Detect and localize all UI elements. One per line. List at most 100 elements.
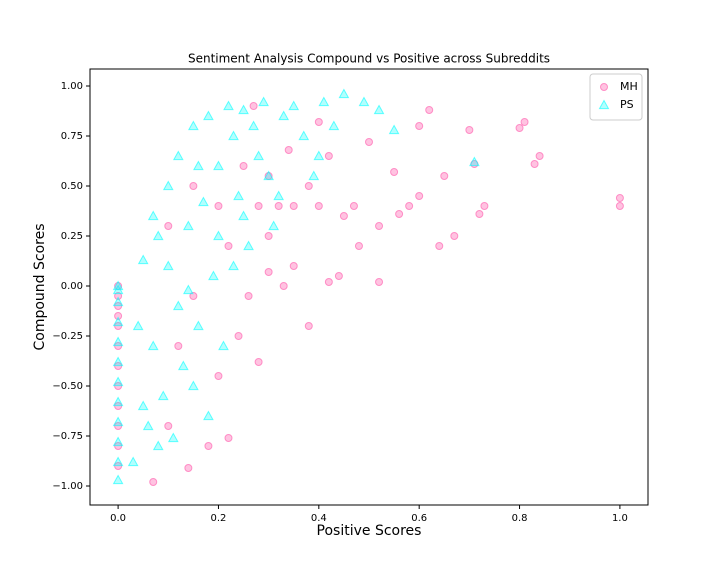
point — [172, 300, 184, 311]
point — [244, 292, 253, 300]
point — [218, 340, 229, 351]
point — [204, 442, 213, 450]
point — [268, 220, 280, 231]
point — [243, 240, 254, 251]
point — [208, 270, 219, 281]
x-tick-label: 0.8 — [512, 513, 528, 524]
point — [228, 130, 239, 141]
point — [233, 190, 244, 201]
point — [358, 96, 370, 107]
point — [475, 210, 484, 218]
x-tick-label: 0.4 — [311, 513, 327, 524]
point — [193, 160, 204, 171]
point — [147, 210, 159, 221]
y-tick-label: −1.00 — [52, 481, 83, 492]
x-tick-label: 0.2 — [211, 513, 227, 524]
point — [112, 284, 124, 295]
point — [188, 380, 199, 391]
point — [157, 390, 169, 401]
point — [338, 88, 350, 99]
point — [304, 322, 313, 330]
point — [112, 376, 124, 387]
point — [415, 122, 424, 130]
point — [162, 180, 174, 191]
y-tick-label: 0.75 — [61, 131, 83, 142]
y-axis-label: Compound Scores — [32, 223, 48, 350]
point — [112, 416, 124, 427]
y-tick-label: −0.75 — [52, 431, 83, 442]
point — [152, 230, 164, 241]
point — [349, 202, 358, 210]
legend-label: MH — [620, 80, 638, 93]
point — [308, 170, 320, 181]
point — [228, 260, 239, 271]
point — [188, 120, 199, 131]
point — [112, 356, 124, 367]
point — [365, 138, 373, 146]
point — [253, 150, 264, 161]
point — [112, 396, 124, 407]
point — [465, 126, 474, 134]
point — [298, 130, 310, 141]
point — [480, 202, 489, 210]
point — [390, 168, 399, 176]
point — [304, 182, 313, 190]
point — [162, 260, 174, 271]
point — [334, 272, 343, 280]
point — [284, 146, 293, 154]
point — [183, 220, 194, 231]
point — [164, 422, 173, 430]
point — [354, 242, 363, 250]
point — [172, 150, 184, 161]
point — [264, 232, 273, 240]
point — [183, 284, 194, 295]
point — [375, 278, 384, 286]
point — [288, 100, 300, 111]
point — [137, 254, 149, 265]
point — [279, 282, 288, 290]
point — [184, 464, 193, 472]
point — [415, 192, 424, 200]
point — [535, 152, 544, 160]
point — [189, 182, 198, 190]
point — [278, 110, 290, 121]
point — [149, 478, 158, 486]
chart-title: Sentiment Analysis Compound vs Positive … — [188, 52, 550, 66]
point — [520, 118, 529, 126]
point — [314, 118, 323, 126]
point — [615, 202, 624, 210]
point — [314, 202, 323, 210]
point — [273, 190, 285, 201]
legend-marker — [600, 83, 608, 91]
point — [530, 160, 539, 168]
point — [112, 456, 124, 467]
point — [313, 150, 325, 161]
point — [127, 456, 139, 467]
point — [114, 312, 123, 320]
y-tick-label: 1.00 — [61, 81, 83, 92]
point — [174, 342, 183, 350]
x-tick-label: 0.6 — [411, 513, 427, 524]
point — [112, 296, 124, 307]
point — [238, 104, 249, 115]
point — [114, 292, 123, 300]
point — [324, 152, 333, 160]
point — [198, 196, 209, 207]
point — [193, 320, 204, 331]
point — [274, 202, 283, 210]
legend-marker — [598, 99, 610, 110]
point — [214, 202, 223, 210]
point — [164, 222, 173, 230]
point — [223, 100, 234, 111]
point — [395, 210, 404, 218]
point — [254, 202, 263, 210]
point — [258, 96, 269, 107]
point — [339, 212, 348, 220]
point — [469, 156, 480, 167]
y-tick-label: −0.50 — [52, 381, 83, 392]
point — [388, 124, 400, 135]
y-tick-label: −0.25 — [52, 331, 83, 342]
point — [238, 210, 249, 221]
x-tick-label: 1.0 — [612, 513, 628, 524]
x-tick-label: 0.0 — [110, 513, 126, 524]
